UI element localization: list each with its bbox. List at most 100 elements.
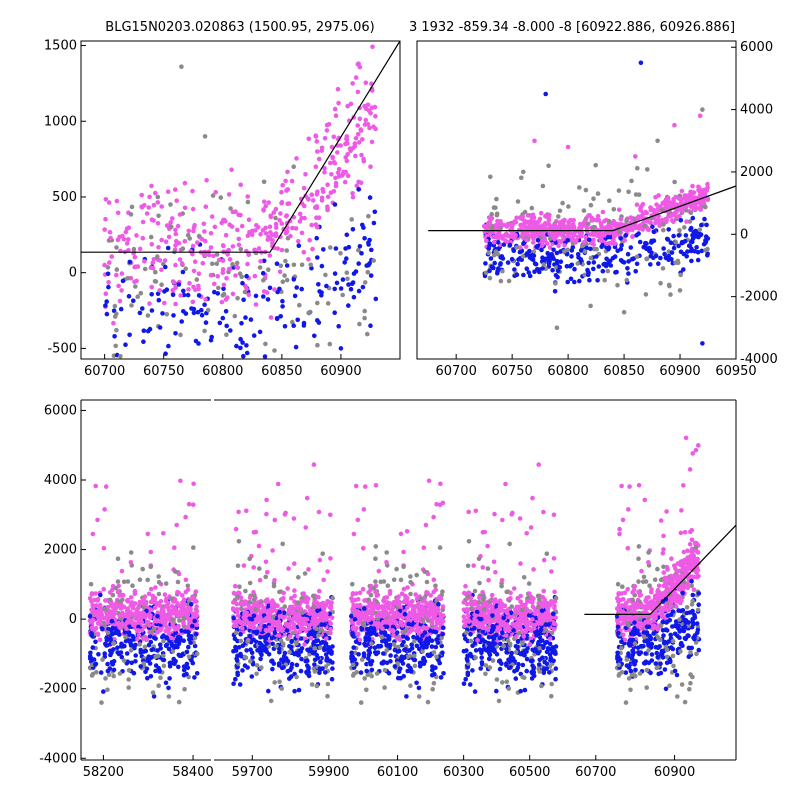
data-point-gray [577,185,582,190]
data-point-magenta [235,227,240,233]
data-point-magenta [194,599,199,604]
data-point-blue [239,321,244,326]
data-point-gray [615,282,620,288]
data-point-blue [306,665,311,670]
data-point-magenta [332,106,338,112]
data-point-magenta [140,636,146,641]
data-point-magenta [229,167,234,172]
bottom-panel: 58200 58400 59700 59900 60100 60300 60500 60700… [39,399,737,780]
data-point-magenta [193,589,198,595]
data-point-blue [90,645,96,650]
data-point-blue [614,269,619,275]
data-point-gray [277,589,282,595]
data-point-magenta [323,603,329,608]
data-point-magenta [183,577,189,583]
data-point-magenta [190,188,195,194]
data-point-magenta [172,280,177,285]
data-point-gray [272,348,277,353]
data-point-magenta [230,209,236,215]
data-point-magenta [599,232,604,237]
data-point-magenta [562,243,567,248]
data-point-gray [235,563,241,569]
data-point-blue [694,245,699,250]
data-point-gray [408,683,413,688]
data-point-magenta [392,615,397,621]
data-point-magenta [203,204,209,209]
data-point-blue [312,662,317,667]
data-point-gray [115,579,121,584]
data-point-magenta [401,549,406,555]
data-point-blue [567,263,573,269]
data-point-magenta [527,221,532,226]
data-point-blue [278,314,284,319]
data-point-magenta [336,174,342,179]
data-point-blue [308,647,313,652]
data-point-blue [586,260,591,266]
data-point-blue [128,643,134,648]
data-point-blue [181,288,186,294]
data-point-magenta [190,611,196,616]
data-point-magenta [506,233,511,239]
data-point-gray [566,204,571,209]
data-point-magenta [255,225,261,230]
data-point-gray [340,292,346,298]
data-point-gray [416,694,422,699]
data-point-magenta [117,298,123,304]
data-point-gray [391,642,397,647]
data-point-blue [265,297,271,302]
panel-title-right: 3 1932 -859.34 -8.000 -8 [60922.886, 609… [409,20,735,35]
data-point-gray [224,332,229,338]
data-point-blue [352,617,358,622]
data-point-blue [98,670,104,675]
data-point-blue [126,630,132,635]
data-point-gray [660,207,665,213]
data-point-blue [550,254,555,259]
data-point-blue [626,259,631,264]
data-point-magenta [161,620,166,625]
data-point-gray [163,581,169,586]
data-point-magenta [270,240,275,246]
data-point-gray [498,278,504,284]
data-point-magenta [270,232,275,238]
data-point-magenta [653,194,658,200]
data-point-blue [176,282,182,287]
data-point-blue [569,248,575,253]
data-point-gray [634,254,640,260]
data-point-magenta [134,607,140,613]
data-point-blue [141,328,147,334]
data-point-gray [248,600,253,605]
data-point-gray [314,683,320,689]
data-point-magenta [186,501,192,507]
data-point-gray [379,634,385,640]
data-point-magenta [283,510,288,516]
data-point-magenta [425,590,430,596]
data-point-magenta [169,635,174,641]
data-point-blue [107,666,113,671]
data-point-magenta [654,202,659,207]
data-point-magenta [220,270,226,276]
data-point-blue [524,656,530,662]
data-point-blue [524,266,530,272]
data-point-blue [237,682,243,687]
data-point-magenta [602,219,607,224]
data-point-blue [161,657,167,663]
data-point-blue [133,659,138,664]
data-point-blue [289,639,294,644]
data-point-blue [371,220,377,226]
data-point-blue [240,668,245,673]
data-point-magenta [491,559,497,565]
data-point-magenta [241,563,247,568]
data-point-magenta [226,266,232,272]
data-point-magenta [221,243,226,249]
data-point-magenta [115,210,121,216]
data-point-magenta [156,245,161,250]
data-point-blue [147,634,153,639]
data-point-magenta [296,239,301,244]
x-axis-tick-label: 60850 [603,364,644,379]
data-point-magenta [103,598,108,603]
data-point-magenta [275,603,280,608]
data-point-magenta [132,254,138,260]
data-point-magenta [589,215,595,221]
data-point-magenta [421,625,427,630]
data-point-blue [425,641,431,647]
